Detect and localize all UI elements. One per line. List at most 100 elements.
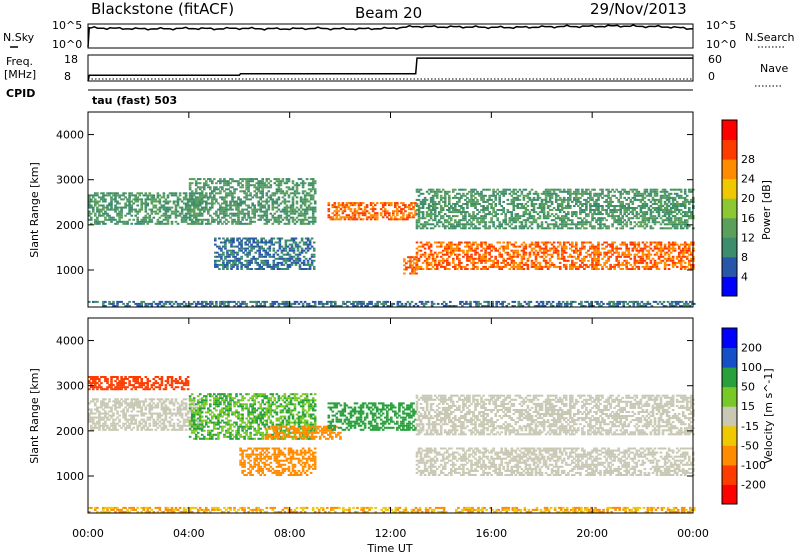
heatmap-cell	[679, 243, 683, 246]
heatmap-cell	[456, 255, 459, 258]
heatmap-cell	[579, 263, 582, 266]
heatmap-cell	[441, 207, 445, 209]
heatmap-cell	[542, 265, 546, 268]
heatmap-cell	[218, 255, 221, 258]
heatmap-cell	[645, 203, 649, 205]
heatmap-cell	[284, 253, 288, 256]
heatmap-cell	[188, 222, 192, 225]
heatmap-cell	[456, 247, 459, 250]
heatmap-cell	[478, 192, 481, 195]
heatmap-cell	[144, 220, 148, 223]
heatmap-cell	[433, 213, 437, 216]
heatmap-cell	[643, 207, 647, 209]
heatmap-cell	[176, 210, 180, 213]
heatmap-cell	[537, 302, 541, 305]
heatmap-cell	[601, 188, 604, 191]
heatmap-cell	[297, 218, 301, 221]
heatmap-cell	[683, 203, 687, 205]
heatmap-cell	[540, 205, 544, 207]
heatmap-cell	[532, 247, 536, 250]
heatmap-cell	[215, 186, 218, 189]
heatmap-cell	[484, 223, 487, 226]
heatmap-cell	[114, 192, 117, 195]
heatmap-cell	[282, 263, 286, 266]
heatmap-cell	[472, 227, 475, 230]
heatmap-cell	[217, 188, 220, 191]
heatmap-cell	[649, 213, 653, 216]
heatmap-cell	[305, 208, 309, 211]
heatmap-cell	[443, 265, 447, 268]
heatmap-cell	[94, 198, 97, 201]
heatmap-cell	[480, 268, 483, 270]
heatmap-cell	[468, 227, 471, 230]
heatmap-cell	[264, 251, 268, 254]
heatmap-cell	[233, 202, 236, 205]
heatmap-cell	[482, 215, 485, 218]
heatmap-cell	[671, 247, 675, 250]
heatmap-cell	[249, 206, 252, 209]
heatmap-cell	[116, 214, 119, 217]
heatmap-cell	[617, 219, 620, 222]
heatmap-cell	[464, 227, 467, 230]
heatmap-cell	[168, 192, 172, 195]
heatmap-cell	[464, 253, 467, 256]
heatmap-cell	[533, 305, 537, 307]
heatmap-cell	[295, 188, 299, 191]
heatmap-cell	[369, 204, 373, 207]
heatmap-cell	[293, 184, 297, 187]
heatmap-cell	[339, 208, 343, 211]
heatmap-cell	[164, 214, 168, 217]
heatmap-cell	[298, 251, 302, 254]
heatmap-cell	[272, 237, 276, 240]
heatmap-cell	[164, 202, 168, 205]
heatmap-cell	[504, 190, 507, 193]
heatmap-cell	[577, 255, 580, 258]
heatmap-cell	[373, 212, 377, 215]
heatmap-cell	[427, 223, 431, 226]
heatmap-cell	[365, 216, 369, 219]
heatmap-cell	[540, 225, 544, 228]
heatmap-cell	[223, 210, 226, 213]
heatmap-cell	[585, 219, 588, 222]
heatmap-cell	[488, 211, 491, 214]
heatmap-cell	[599, 263, 602, 266]
heatmap-cell	[298, 265, 302, 268]
heatmap-cell	[484, 188, 487, 191]
heatmap-cell	[277, 182, 281, 185]
heatmap-cell	[675, 192, 679, 195]
heatmap-cell	[611, 225, 614, 228]
heatmap-cell	[655, 190, 659, 193]
heatmap-cell	[417, 188, 421, 191]
heatmap-cell	[402, 202, 405, 205]
heatmap-cell	[142, 222, 146, 225]
heatmap-cell	[424, 300, 428, 303]
heatmap-cell	[581, 265, 584, 268]
heatmap-cell	[452, 190, 455, 193]
heatmap-cell	[679, 227, 683, 230]
heatmap-cell	[439, 263, 443, 266]
heatmap-cell	[435, 190, 439, 193]
heatmap-cell	[573, 249, 576, 252]
heatmap-cell	[643, 192, 647, 195]
heatmap-cell	[599, 225, 602, 228]
heatmap-cell	[534, 198, 538, 201]
heatmap-cell	[448, 190, 451, 193]
heatmap-cell	[280, 237, 284, 240]
heatmap-cell	[280, 268, 284, 270]
heatmap-cell	[591, 251, 594, 254]
heatmap-cell	[233, 300, 236, 303]
heatmap-cell	[144, 194, 148, 197]
heatmap-cell	[419, 188, 423, 191]
heatmap-cell	[569, 207, 572, 209]
heatmap-cell	[219, 192, 222, 195]
heatmap-cell	[450, 243, 453, 246]
heatmap-cell	[605, 219, 608, 222]
heatmap-cell	[522, 205, 526, 207]
heatmap-cell	[673, 217, 677, 220]
heatmap-cell	[597, 213, 600, 216]
heatmap-cell	[491, 302, 494, 305]
heatmap-cell	[651, 249, 655, 252]
heatmap-cell	[685, 213, 689, 216]
heatmap-cell	[311, 222, 315, 225]
heatmap-cell	[217, 222, 220, 225]
